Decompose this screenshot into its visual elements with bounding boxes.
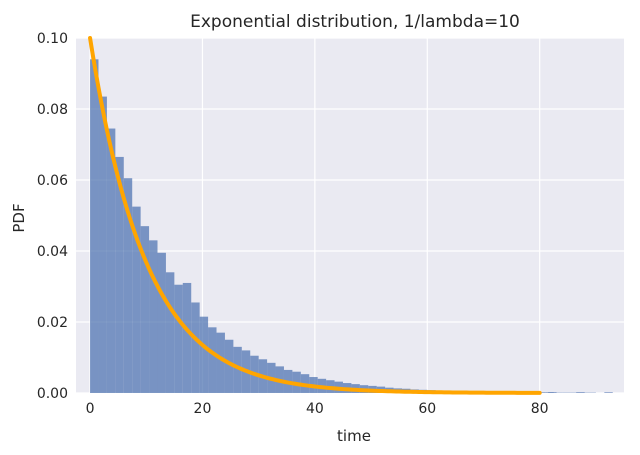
histogram-bar: [208, 327, 217, 393]
histogram-bar: [165, 272, 175, 393]
y-tick-label: 0.06: [37, 173, 68, 189]
histogram-bar: [576, 392, 585, 393]
histogram-bar: [216, 332, 225, 393]
histogram-bar: [604, 392, 613, 393]
grid-lines: [76, 37, 624, 394]
y-tick-label: 0.00: [37, 386, 68, 402]
x-tick-label: 0: [86, 401, 95, 417]
x-tick-label: 60: [418, 401, 436, 417]
x-axis-ticks: 0 20 40 60 80: [86, 401, 549, 417]
histogram-bar: [182, 282, 192, 393]
y-tick-label: 0.08: [37, 102, 68, 118]
histogram-bar: [106, 128, 116, 393]
histogram-bar: [132, 206, 141, 393]
pdf-curve: [88, 36, 542, 395]
histogram-bar: [149, 240, 158, 393]
histogram-bar: [548, 392, 557, 393]
histogram-bar: [123, 178, 133, 393]
y-axis-ticks: 0.00 0.02 0.04 0.06 0.08 0.10: [37, 31, 68, 402]
histogram-bar: [199, 316, 209, 393]
y-tick-label: 0.10: [37, 31, 68, 47]
histogram-bar: [90, 59, 99, 394]
histogram-bar: [174, 284, 183, 393]
chart-title: Exponential distribution, 1/lambda=10: [190, 12, 520, 32]
x-tick-label: 80: [531, 401, 549, 417]
histogram-bar: [233, 346, 242, 393]
x-tick-label: 20: [194, 401, 212, 417]
y-axis-label: PDF: [10, 203, 28, 232]
x-axis-label: time: [337, 427, 371, 445]
histogram-bar: [191, 302, 200, 393]
x-tick-label: 40: [306, 401, 324, 417]
histogram-bar: [98, 96, 107, 393]
histogram-bar: [157, 252, 166, 393]
y-tick-label: 0.04: [37, 244, 68, 260]
histogram-bar: [115, 156, 124, 393]
histogram-bar: [140, 226, 150, 393]
histogram-bar: [224, 339, 234, 393]
y-tick-label: 0.02: [37, 315, 68, 331]
